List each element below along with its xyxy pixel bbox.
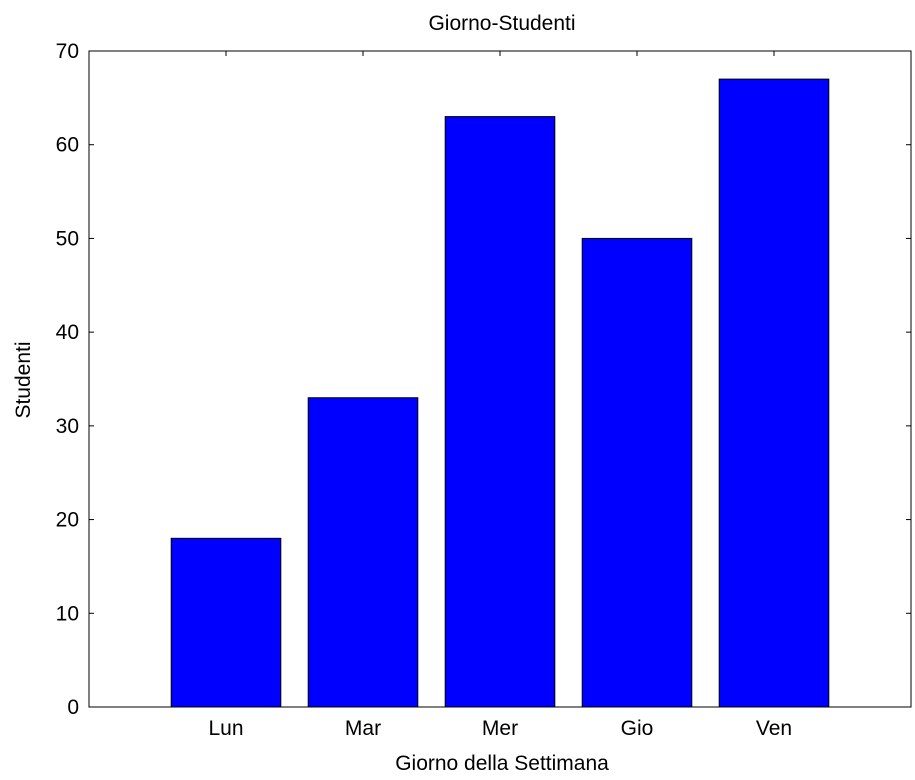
y-tick-label: 20 — [56, 509, 79, 532]
x-tick-label: Gio — [621, 717, 654, 740]
y-tick-label: 60 — [56, 134, 79, 157]
bar-ven — [718, 78, 830, 708]
y-tick-label: 30 — [56, 415, 79, 438]
bars — [170, 78, 830, 708]
y-tick-label: 50 — [56, 227, 79, 250]
y-axis-ticks: 0 10 20 30 40 50 60 70 — [56, 40, 911, 719]
bar-lun — [170, 537, 282, 708]
x-tick-label: Mer — [482, 717, 518, 740]
x-axis-label: Giorno della Settimana — [395, 752, 609, 775]
bar-mar — [307, 397, 419, 708]
bar-mer — [444, 116, 556, 708]
plot-area-frame — [88, 50, 912, 708]
y-tick-label: 70 — [56, 40, 79, 63]
bar-gio — [581, 237, 693, 708]
y-axis-label: Studenti — [12, 341, 35, 418]
y-tick-label: 10 — [56, 602, 79, 625]
x-tick-label: Lun — [208, 717, 243, 740]
x-axis-ticks: Lun Mar Mer Gio Ven — [208, 51, 792, 740]
chart-title: Giorno-Studenti — [428, 12, 575, 35]
y-tick-label: 40 — [56, 321, 79, 344]
x-tick-label: Ven — [756, 717, 792, 740]
x-tick-label: Mar — [345, 717, 381, 740]
y-tick-label: 0 — [67, 696, 79, 719]
